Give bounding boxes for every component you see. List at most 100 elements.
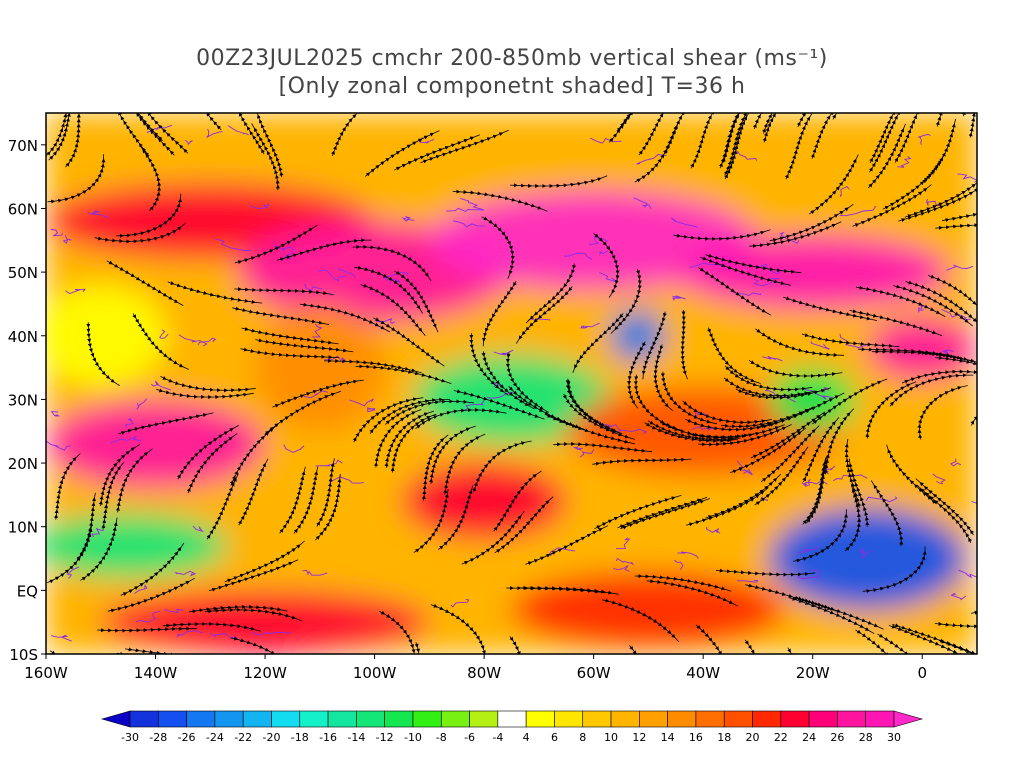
streamline-arrow [331,113,376,156]
streamline-arrow [116,193,183,238]
lat-tick-label: 20N [8,455,38,473]
streamline-arrow [749,221,842,248]
lat-tick-label: 40N [8,328,38,346]
contour-line [615,557,634,566]
colorbar-swatch [356,710,385,728]
contour-line [736,579,759,583]
colorbar-label: 22 [774,731,788,744]
streamline-arrow [971,577,977,615]
streamline-arrow [493,470,542,532]
streamline-arrow [857,347,957,358]
contour-line [176,630,204,638]
contour-line [446,207,485,213]
contour-line [317,269,347,282]
contour-line [249,203,270,210]
colorbar-label: 28 [859,731,873,744]
streamline-arrow [634,121,679,183]
contour-line [859,548,874,559]
streamline-arrow [744,639,782,654]
colorbar-label: 12 [632,731,646,744]
colorbar-label: 24 [802,731,816,744]
colorbar-label: 10 [604,731,618,744]
colorbar-label: -12 [376,731,394,744]
streamline-arrow [646,579,739,607]
colorbar-swatch [299,710,329,728]
colorbar-swatch [271,710,301,728]
streamline-arrow [592,457,692,466]
lat-tick-label: EQ [17,582,38,600]
streamline-arrow [690,113,717,169]
streamline-arrow [107,577,195,613]
colorbar-label: 26 [830,731,844,744]
colorbar-label: -4 [492,731,503,744]
colorbar-label: 16 [689,731,703,744]
streamline-arrow [707,327,761,384]
streamline-arrow [510,175,608,189]
streamline-arrow [162,621,262,632]
streamline-arrow [204,607,302,622]
chart-title-line1: 00Z23JUL2025 cmchr 200-850mb vertical sh… [196,46,828,71]
contour-line [706,526,721,534]
streamline-arrow [230,636,304,654]
streamline-arrow [855,629,912,654]
streamline-arrow [572,313,624,374]
streamline-arrow [208,559,299,592]
contour-line [401,216,415,222]
streamline-arrow [794,596,884,630]
colorbar-label: -6 [464,731,475,744]
streamline-arrow [801,333,900,348]
streamline-arrow [916,484,973,543]
streamline-arrow [373,409,422,468]
streamline-arrow [316,458,335,527]
colorbar-label: 4 [523,731,530,744]
colorbar-swatch [780,710,810,728]
streamline-arrow [934,621,977,629]
streamline-arrow [481,351,535,410]
colorbar-label: 14 [661,731,675,744]
streamline-arrow [627,341,647,409]
colorbar-swatch [242,710,272,728]
contour-line [150,380,171,391]
lat-tick-label: 10N [8,519,38,537]
contour-line [674,559,684,570]
streamline-arrow [240,347,340,360]
streamline-arrow [452,189,548,212]
streamline-arrow [482,281,517,347]
contour-line [135,610,161,623]
streamline-arrow [723,377,815,398]
colorbar-swatch [808,710,838,728]
lat-tick-label: 50N [8,264,38,282]
contour-line [192,525,204,533]
streamline-arrow [544,413,635,445]
contour-line [302,569,328,576]
map-frame [45,112,978,655]
contour-line [136,398,148,410]
streamline-arrow [593,233,620,298]
streamline-arrow [802,417,840,483]
streamline-arrow [315,473,342,541]
streamline-arrow [156,388,254,400]
contour-line [110,435,142,444]
streamline-arrow [961,113,977,117]
streamline-arrow [430,603,486,654]
streamline-arrow [76,492,96,561]
streamline-arrow [927,274,977,322]
streamline-arrow [229,424,279,486]
streamline-arrow [811,378,888,425]
streamline-arrow [808,154,859,215]
colorbar-swatch [695,710,725,728]
streamline-arrow [608,113,658,143]
streamline-arrow [641,311,667,380]
contour-line [62,234,72,244]
contour-line [251,631,292,636]
streamline-arrow [234,287,334,296]
streamline-arrow [867,123,906,189]
colorbar-swatch [610,710,640,728]
streamline-arrow [844,484,862,552]
streamline-arrow [472,440,532,493]
streamlines [46,113,977,654]
streamline-arrow [191,113,222,131]
streamline-arrow [167,281,263,304]
colorbar-swatch [667,710,697,728]
colorbar-swatch [440,710,470,728]
